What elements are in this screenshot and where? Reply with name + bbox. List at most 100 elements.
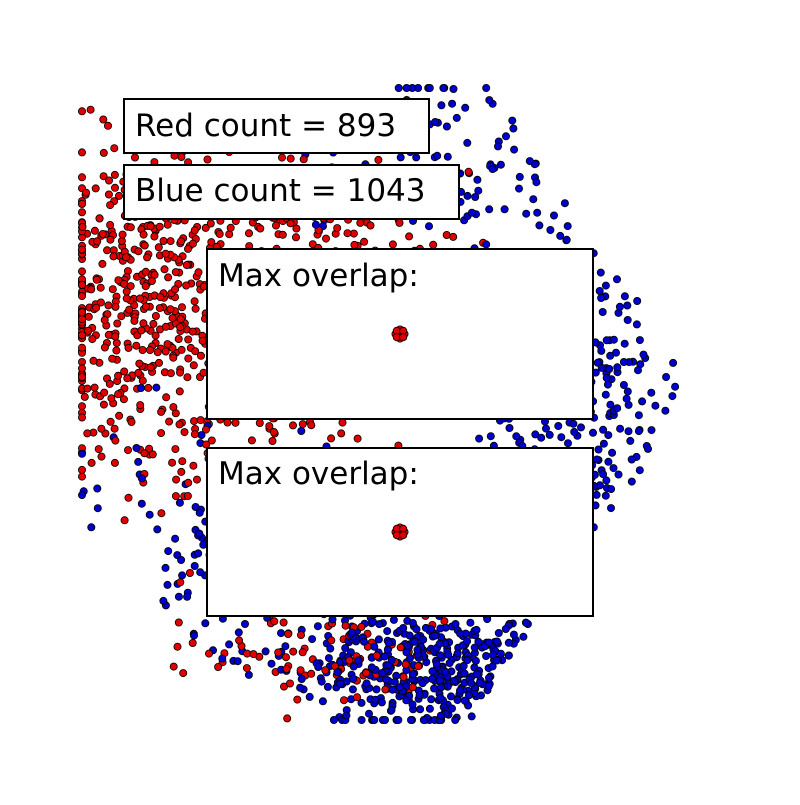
red-count-box: Red count = 893 [123,98,430,154]
scatter-point [348,685,357,694]
scatter-point [402,696,411,705]
scatter-point [136,383,145,392]
scatter-point [201,619,210,628]
scatter-point [452,113,461,122]
scatter-point [647,426,656,435]
scatter-point [190,226,199,235]
scatter-point [284,630,293,639]
scatter-point [482,240,491,249]
scatter-point [161,563,170,572]
scatter-point [494,629,503,638]
scatter-point [396,643,405,652]
scatter-point [137,326,146,335]
scatter-point [504,638,513,647]
scatter-point [402,84,411,93]
scatter-point [647,388,656,397]
scatter-point [374,635,383,644]
scatter-point [82,188,91,197]
scatter-point [161,322,170,331]
scatter-point [172,475,181,484]
scatter-point [195,529,204,538]
scatter-point [601,491,610,500]
scatter-point [492,656,501,665]
scatter-point [531,430,540,439]
scatter-point [475,678,484,687]
scatter-point [602,373,611,382]
scatter-point [119,395,128,404]
scatter-point [104,190,113,199]
scatter-point [608,448,617,457]
scatter-point [148,450,157,459]
scatter-point [564,439,573,448]
scatter-point [87,523,96,532]
scatter-point [464,691,473,700]
scatter-point [146,222,155,231]
scatter-point [127,417,136,426]
scatter-point [155,304,164,313]
scatter-point [607,485,616,494]
scatter-point [604,431,613,440]
scatter-point [349,662,358,671]
scatter-point [475,434,484,443]
scatter-point [342,711,351,720]
scatter-point [178,571,187,580]
scatter-point [184,478,193,487]
scatter-point [136,401,145,410]
scatter-point [508,116,517,125]
scatter-point [177,303,186,312]
scatter-point [147,276,156,285]
scatter-point [405,232,414,241]
scatter-point [94,445,103,454]
scatter-point [78,245,87,254]
scatter-point [402,648,411,657]
scatter-point [207,436,216,445]
scatter-point [307,669,316,678]
scatter-point [318,697,327,706]
scatter-point [597,293,606,302]
scatter-point [370,716,379,725]
scatter-point [78,413,87,422]
scatter-point [496,649,505,658]
scatter-point [99,148,108,157]
scatter-point [439,84,448,93]
scatter-point [87,285,96,294]
scatter-point [151,331,160,340]
scatter-point [299,155,308,164]
scatter-point [408,700,417,709]
scatter-point [177,467,186,476]
scatter-point [168,458,177,467]
scatter-point [313,622,322,631]
blue-count-box: Blue count = 1043 [123,164,460,220]
scatter-point [203,155,212,164]
scatter-point [165,417,174,426]
scatter-point [113,319,122,328]
scatter-point [485,96,494,105]
scatter-point [162,393,171,402]
scatter-point [91,184,100,193]
scatter-point [247,436,256,445]
scatter-point [110,458,119,467]
scatter-point [408,619,417,628]
scatter-point [308,240,317,249]
scatter-point [177,152,186,161]
scatter-point [105,176,114,185]
scatter-point [192,475,201,484]
scatter-point [218,654,227,663]
scatter-point [550,211,559,220]
scatter-point [189,631,198,640]
scatter-point [171,492,180,501]
scatter-point [436,693,445,702]
scatter-point [78,280,87,289]
scatter-point [595,286,604,295]
scatter-point [405,654,414,663]
scatter-point [394,716,403,725]
scatter-point [333,224,342,233]
scatter-point [281,642,290,651]
scatter-point [449,85,458,94]
scatter-point [505,423,514,432]
scatter-point [293,695,302,704]
scatter-point [118,230,127,239]
scatter-point [327,434,336,443]
scatter-point [383,645,392,654]
scatter-point [104,121,113,130]
